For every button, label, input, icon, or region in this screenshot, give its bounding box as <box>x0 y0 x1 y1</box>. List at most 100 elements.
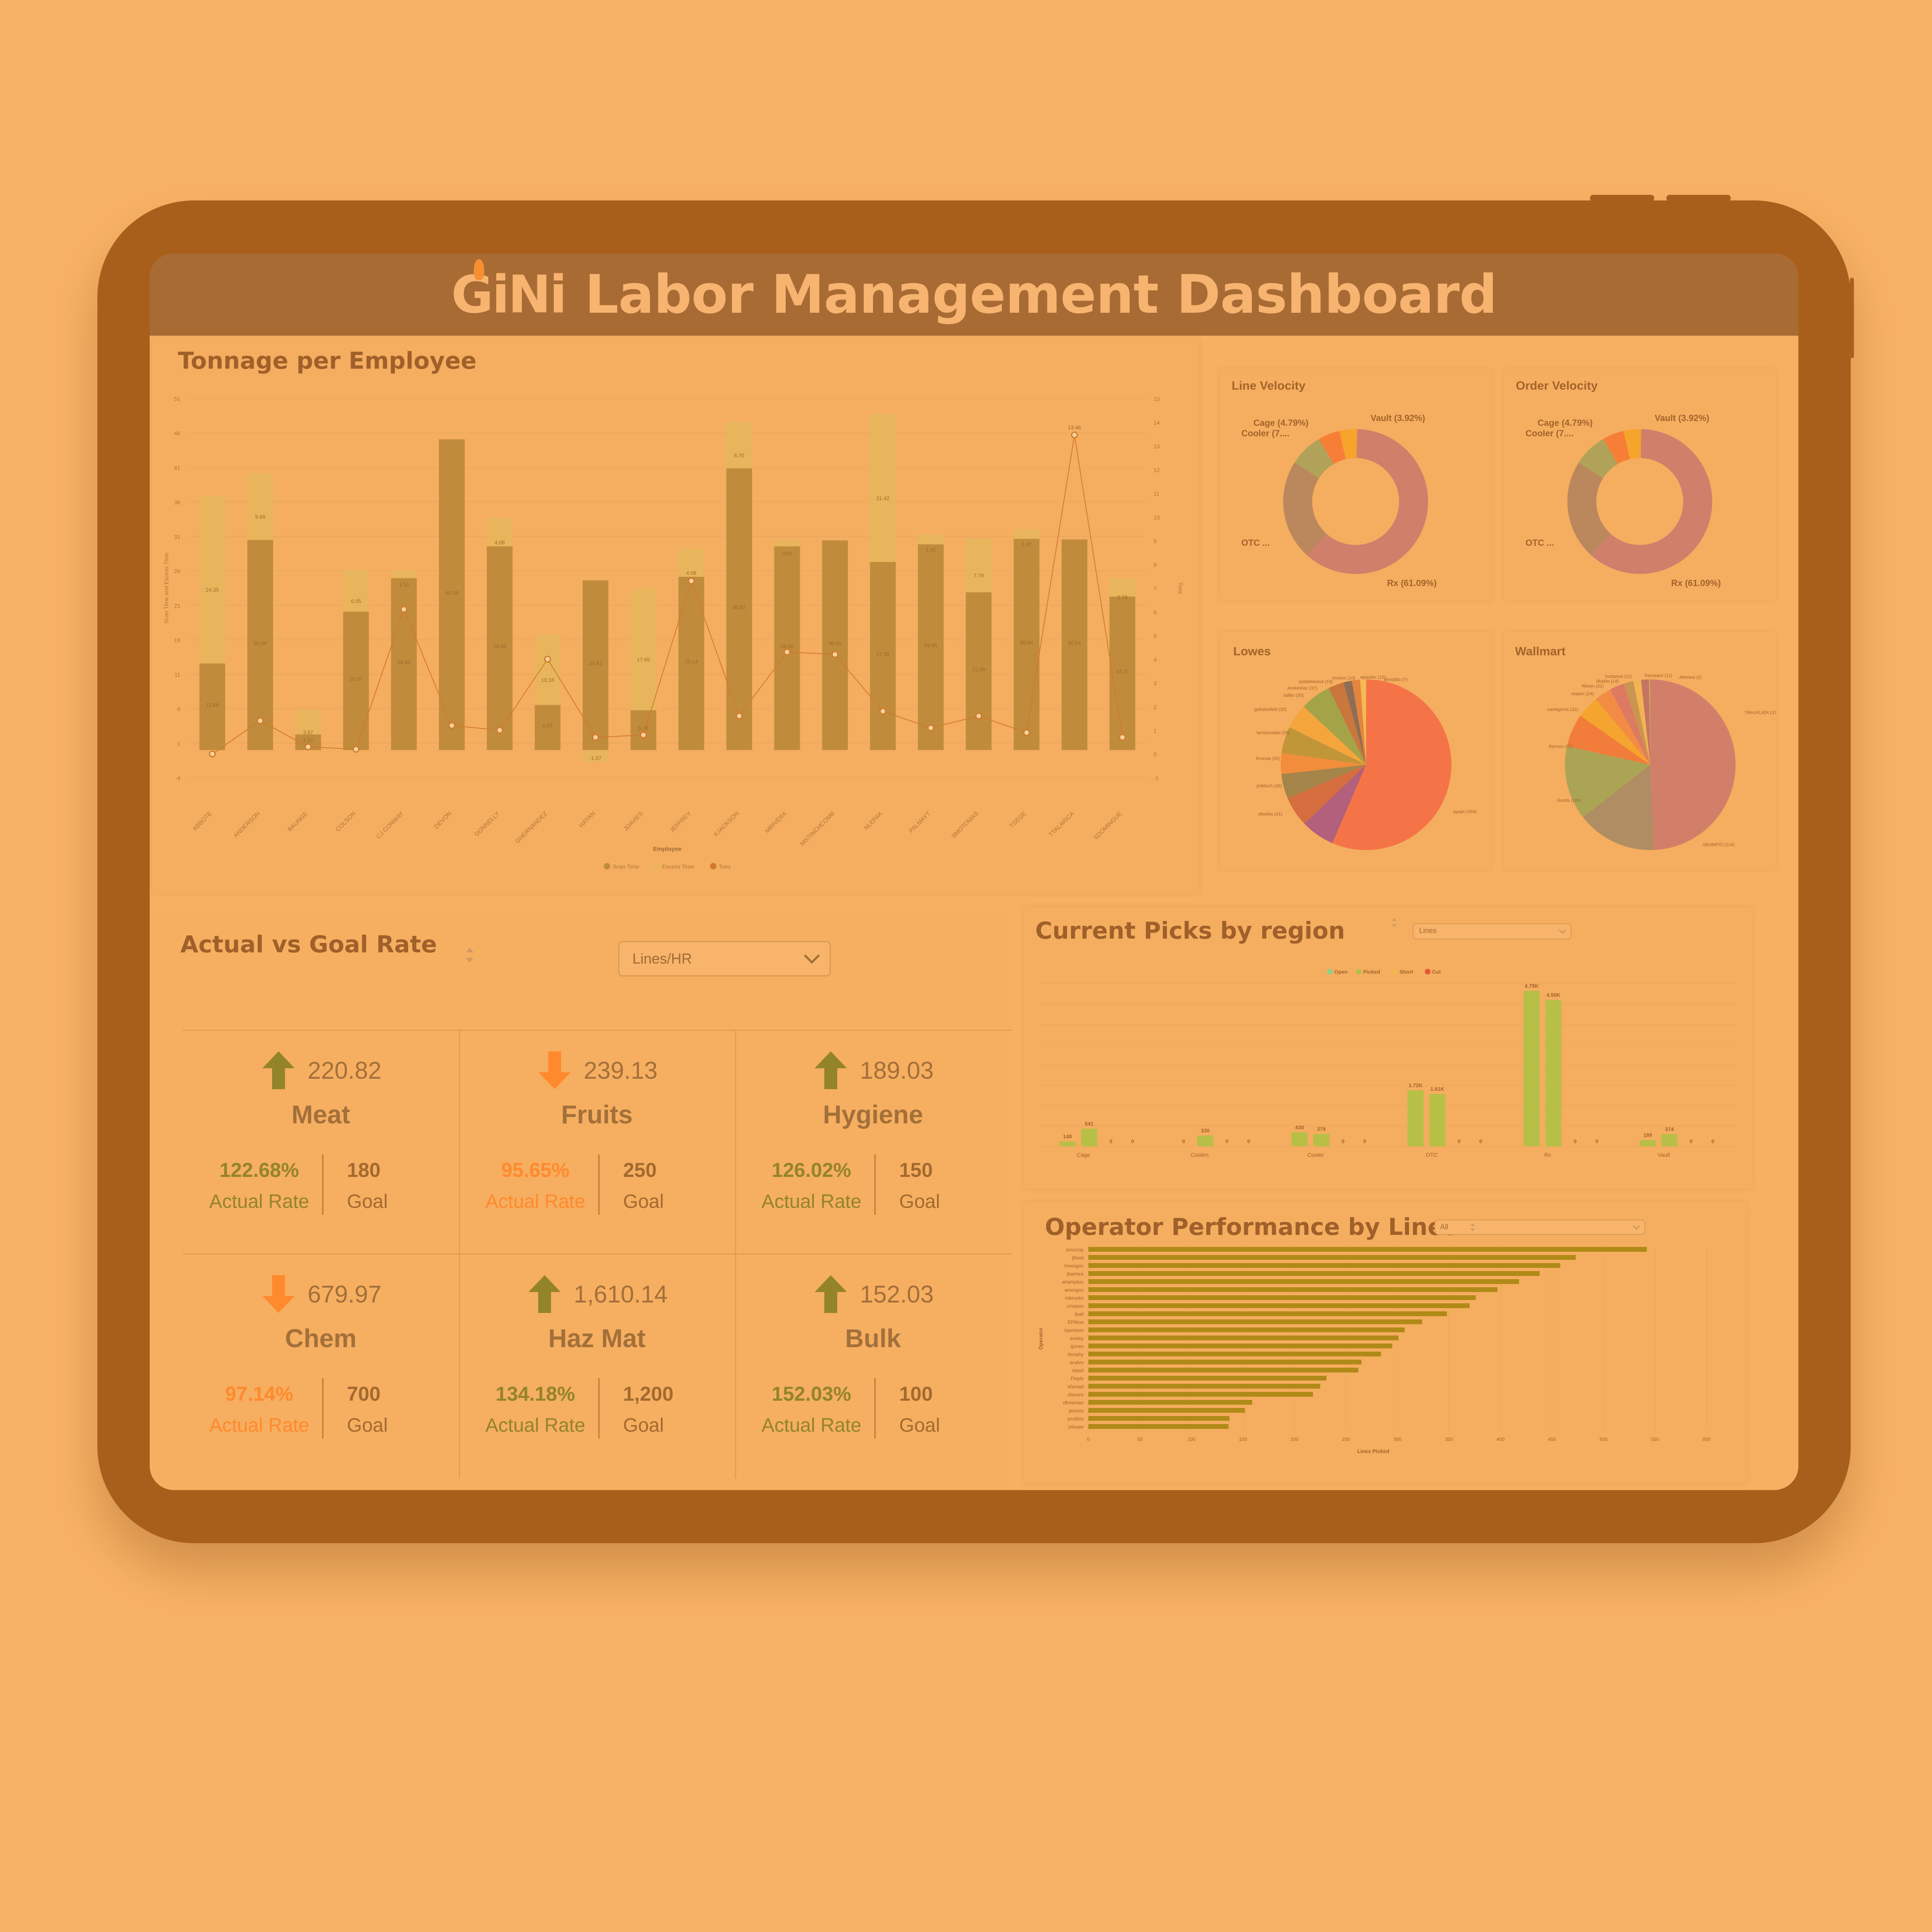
x-tick-label: Rx <box>1544 1152 1551 1158</box>
donut-slice <box>1567 462 1611 555</box>
excess-time-label: 6.70 <box>734 452 744 458</box>
pie-label: elbellas (41) <box>1258 812 1282 817</box>
legend-item: Open <box>1334 969 1348 975</box>
operator-bar <box>1088 1271 1540 1276</box>
sort-arrows-icon[interactable] <box>1390 916 1398 930</box>
kpi-inner-divider <box>598 1154 600 1215</box>
kpi-goal-label: Goal <box>347 1191 388 1212</box>
x-tick-label: JEFFREY <box>669 810 692 834</box>
scan-time-bar <box>343 611 369 750</box>
kpi-goal-value: 180 <box>347 1159 381 1181</box>
kpi-name: Chem <box>285 1324 357 1353</box>
arrow-up-icon <box>815 1051 847 1089</box>
donut-slice <box>1591 429 1712 574</box>
kpi-divider-col1 <box>459 1030 460 1479</box>
pie-label: ayaan (359) <box>1453 809 1477 814</box>
operator-bar <box>1088 1295 1476 1300</box>
logo-text: GiNi <box>451 264 567 325</box>
tons-point <box>305 743 312 750</box>
excess-time-label: 3.57 <box>303 729 313 735</box>
scan-time-bar <box>582 580 609 750</box>
donut-slice <box>1579 439 1618 478</box>
tons-point <box>400 606 407 613</box>
arrow-up-icon <box>528 1275 561 1313</box>
pick-bar-open <box>1059 1141 1075 1146</box>
tons-line <box>212 435 1123 754</box>
pie-label: TRAUFLIER (372) <box>1744 710 1776 715</box>
tons-point <box>209 750 216 758</box>
tonnage-panel: Tonnage per Employee -4 1 6 11 16 21 26 31 36 41 4… <box>152 338 1199 894</box>
y-tick-label: -4 <box>175 775 181 781</box>
operator-name: tball <box>1075 1311 1084 1317</box>
excess-time-label: 1.42 <box>1022 541 1032 547</box>
operator-name: acalvo <box>1069 1360 1084 1365</box>
kpi-inner-divider <box>874 1378 876 1439</box>
operator-filter-select[interactable]: All <box>1435 1220 1645 1235</box>
excess-time-label: 2.73 <box>1117 594 1127 601</box>
scan-time-label: 27.29 <box>876 651 890 657</box>
pie-slice <box>1332 679 1451 850</box>
pie-label: rpiddahessal (19) <box>1298 679 1333 684</box>
slice-label-vault: Vault (3.92%) <box>1655 413 1709 423</box>
picks-metric-select[interactable]: Lines <box>1413 923 1571 939</box>
scan-time-bar <box>1109 597 1135 750</box>
tons-point <box>784 648 791 656</box>
operator-bar <box>1088 1255 1576 1260</box>
sort-arrows-icon[interactable] <box>464 943 476 968</box>
y2-tick-label: 1 <box>1154 727 1157 734</box>
operator-name: tjones <box>1071 1344 1084 1349</box>
y2-tick-label: 3 <box>1154 680 1157 687</box>
picks-metric-value: Lines <box>1419 927 1437 935</box>
x-tick-label: DEVON <box>433 810 453 830</box>
operator-name: jaiosvs <box>1068 1408 1084 1414</box>
operator-name: ahampton <box>1062 1279 1084 1285</box>
pick-bar-label: 0 <box>1226 1138 1228 1144</box>
tons-point <box>592 734 599 741</box>
x-tick-label: PALMAYT <box>908 810 932 834</box>
scan-time-label: 30.41 <box>828 640 842 646</box>
kpi-top: 152.03 <box>735 1273 1011 1315</box>
excess-time-bar <box>966 539 992 592</box>
y2-tick-label: 0 <box>1154 751 1157 758</box>
pie-slice <box>1304 688 1366 765</box>
operator-name: cmason <box>1067 1303 1084 1309</box>
x-tick-label: COLSON <box>334 810 357 833</box>
excess-time-bar <box>630 588 656 710</box>
pick-bar-label: 430 <box>1295 1124 1304 1130</box>
pie-label: Ramsaint (11) <box>1645 673 1672 678</box>
kpi-actual-pct: 97.14% <box>225 1383 293 1405</box>
y2-tick-label: 13 <box>1154 443 1160 450</box>
arrow-up-icon <box>262 1051 295 1089</box>
pick-bar-open <box>1523 991 1540 1146</box>
kpi-inner-divider <box>322 1378 324 1439</box>
scan-time-label: 30.54 <box>1068 640 1081 646</box>
operator-bar <box>1088 1392 1313 1397</box>
kpi-goal-value: 1,200 <box>623 1383 674 1405</box>
tonnage-chart: -416111621263136414651-10123456789101112… <box>163 396 1184 870</box>
pick-bar-label: 330 <box>1201 1127 1210 1133</box>
tons-point <box>640 731 647 739</box>
kpi-goal-value: 100 <box>899 1383 933 1405</box>
scan-time-label: 22.27 <box>1116 669 1129 675</box>
kpi-actual-label: Actual Rate <box>209 1191 310 1212</box>
lowes-title: Lowes <box>1233 645 1271 658</box>
current-picks-chart: Open Picked Short Cut 148 541 0 0 Cage 0 330 0 0 Cool… <box>1040 969 1736 1158</box>
excess-time-label: 17.65 <box>637 656 650 663</box>
rate-unit-value: Lines/HR <box>632 950 692 967</box>
x-axis-label: Employee <box>653 846 682 852</box>
line-velocity-panel: Line Velocity Vault (3.92%) Cage (4.79%) C… <box>1220 369 1492 601</box>
x-tick-label: Vault <box>1657 1152 1670 1158</box>
pie-slice <box>1282 727 1366 765</box>
pie-label: gwhahsfield (32) <box>1254 707 1287 712</box>
scan-time-label: 45.08 <box>445 590 458 596</box>
lowes-panel: Lowes ayaan (359) elbellas (41) jmbitsch (… <box>1220 632 1492 869</box>
pick-bar-label: 148 <box>1063 1133 1072 1139</box>
tons-point <box>688 577 695 584</box>
excess-time-bar <box>1013 529 1040 539</box>
legend-item: Scan Time <box>613 863 639 870</box>
scan-time-bar <box>966 592 992 750</box>
tons-point <box>1023 729 1030 736</box>
kpi-inner-divider <box>874 1154 876 1215</box>
rate-unit-select[interactable]: Lines/HR <box>618 941 831 976</box>
legend-item: Excess Time <box>662 863 694 870</box>
